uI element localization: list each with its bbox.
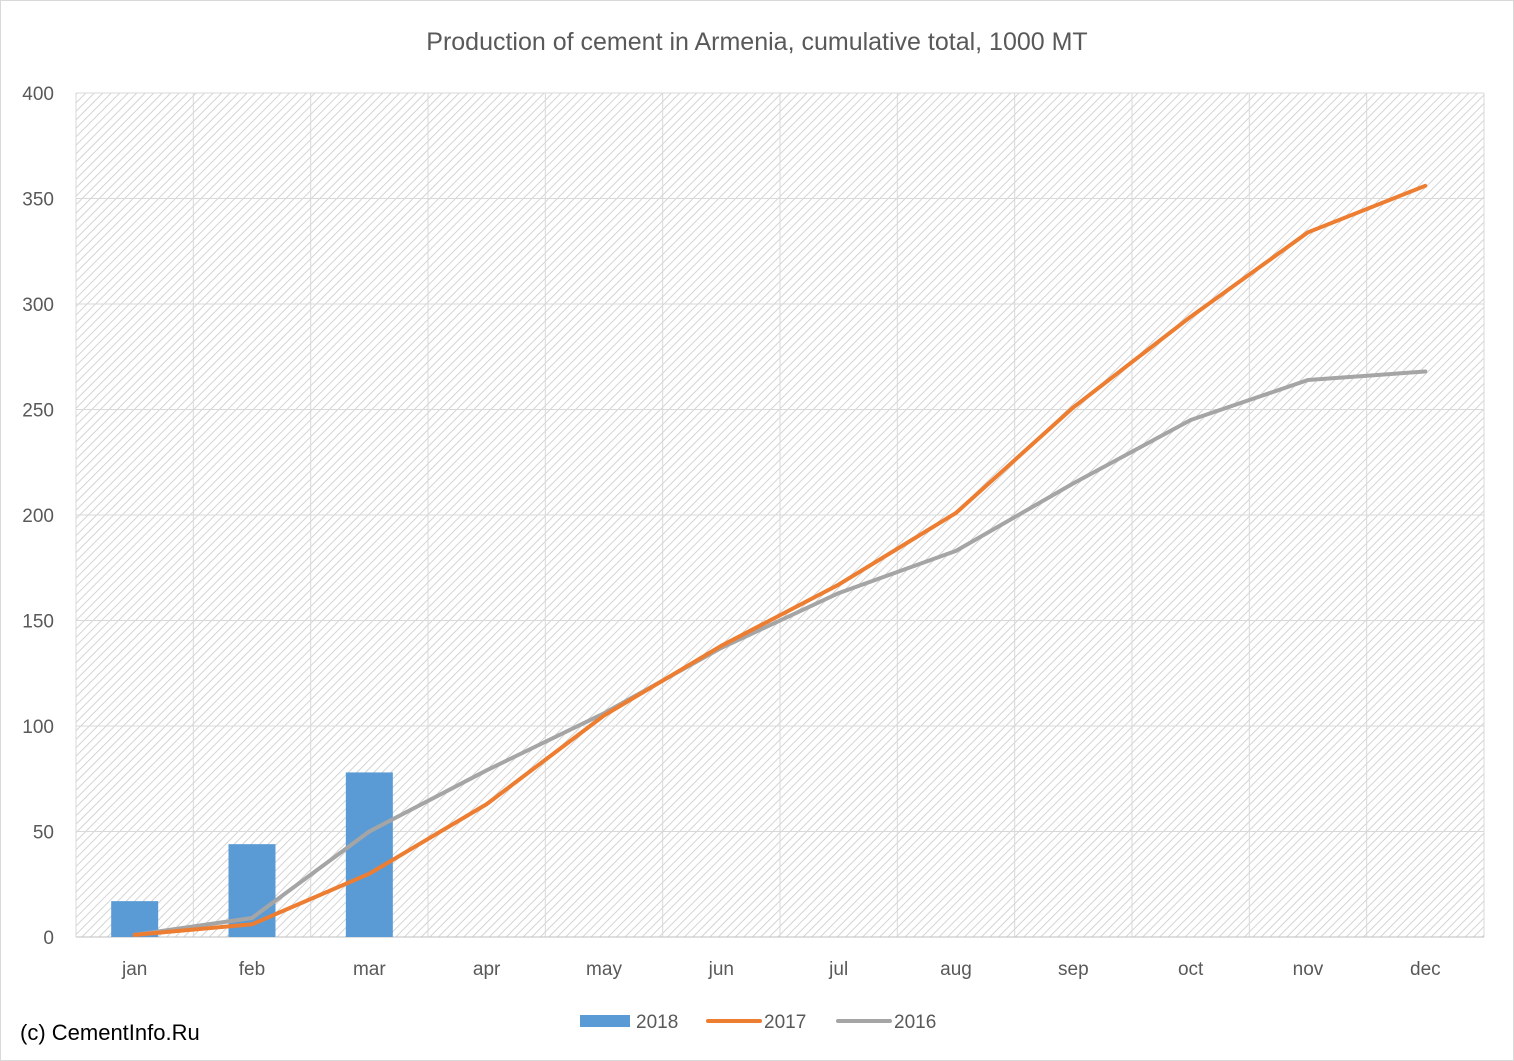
legend-label-2016: 2016 xyxy=(894,1012,936,1033)
y-tick-label: 100 xyxy=(22,717,54,738)
y-tick-label: 150 xyxy=(22,612,54,633)
x-tick-label: mar xyxy=(353,959,386,980)
y-tick-label: 0 xyxy=(43,928,54,949)
line-series xyxy=(132,183,1428,937)
y-tick-label: 50 xyxy=(33,823,54,844)
y-tick-label: 200 xyxy=(22,506,54,527)
legend: 2018 2017 2016 xyxy=(580,1012,936,1033)
legend-label-2017: 2017 xyxy=(764,1012,806,1033)
legend-swatch-2018 xyxy=(580,1015,630,1027)
chart-title: Production of cement in Armenia, cumulat… xyxy=(426,28,1087,56)
legend-label-2018: 2018 xyxy=(636,1012,678,1033)
x-tick-label: jan xyxy=(121,959,147,980)
x-tick-label: dec xyxy=(1410,959,1441,980)
x-tick-label: apr xyxy=(473,959,501,980)
y-tick-label: 300 xyxy=(22,295,54,316)
x-tick-label: aug xyxy=(940,959,972,980)
x-tick-label: jun xyxy=(708,959,734,980)
y-tick-label: 400 xyxy=(22,84,54,105)
x-axis: jan feb mar apr may jun jul aug sep oct nov dec xyxy=(76,936,1484,980)
bar-series-2018 xyxy=(111,772,393,937)
x-tick-label: feb xyxy=(239,959,265,980)
line-2016 xyxy=(132,369,1428,937)
x-tick-label: sep xyxy=(1058,959,1089,980)
x-tick-label: oct xyxy=(1178,959,1204,980)
y-tick-label: 250 xyxy=(22,401,54,422)
x-tick-label: may xyxy=(586,959,622,980)
y-tick-label: 350 xyxy=(22,190,54,211)
credit-text: (c) CementInfo.Ru xyxy=(20,1020,200,1045)
gridlines xyxy=(75,92,1485,938)
x-tick-label: jul xyxy=(828,959,848,980)
x-tick-label: nov xyxy=(1293,959,1324,980)
line-2017 xyxy=(132,183,1428,937)
bar-2018-mar xyxy=(345,772,393,937)
y-axis: 0 50 100 150 200 250 300 350 400 xyxy=(22,84,54,949)
